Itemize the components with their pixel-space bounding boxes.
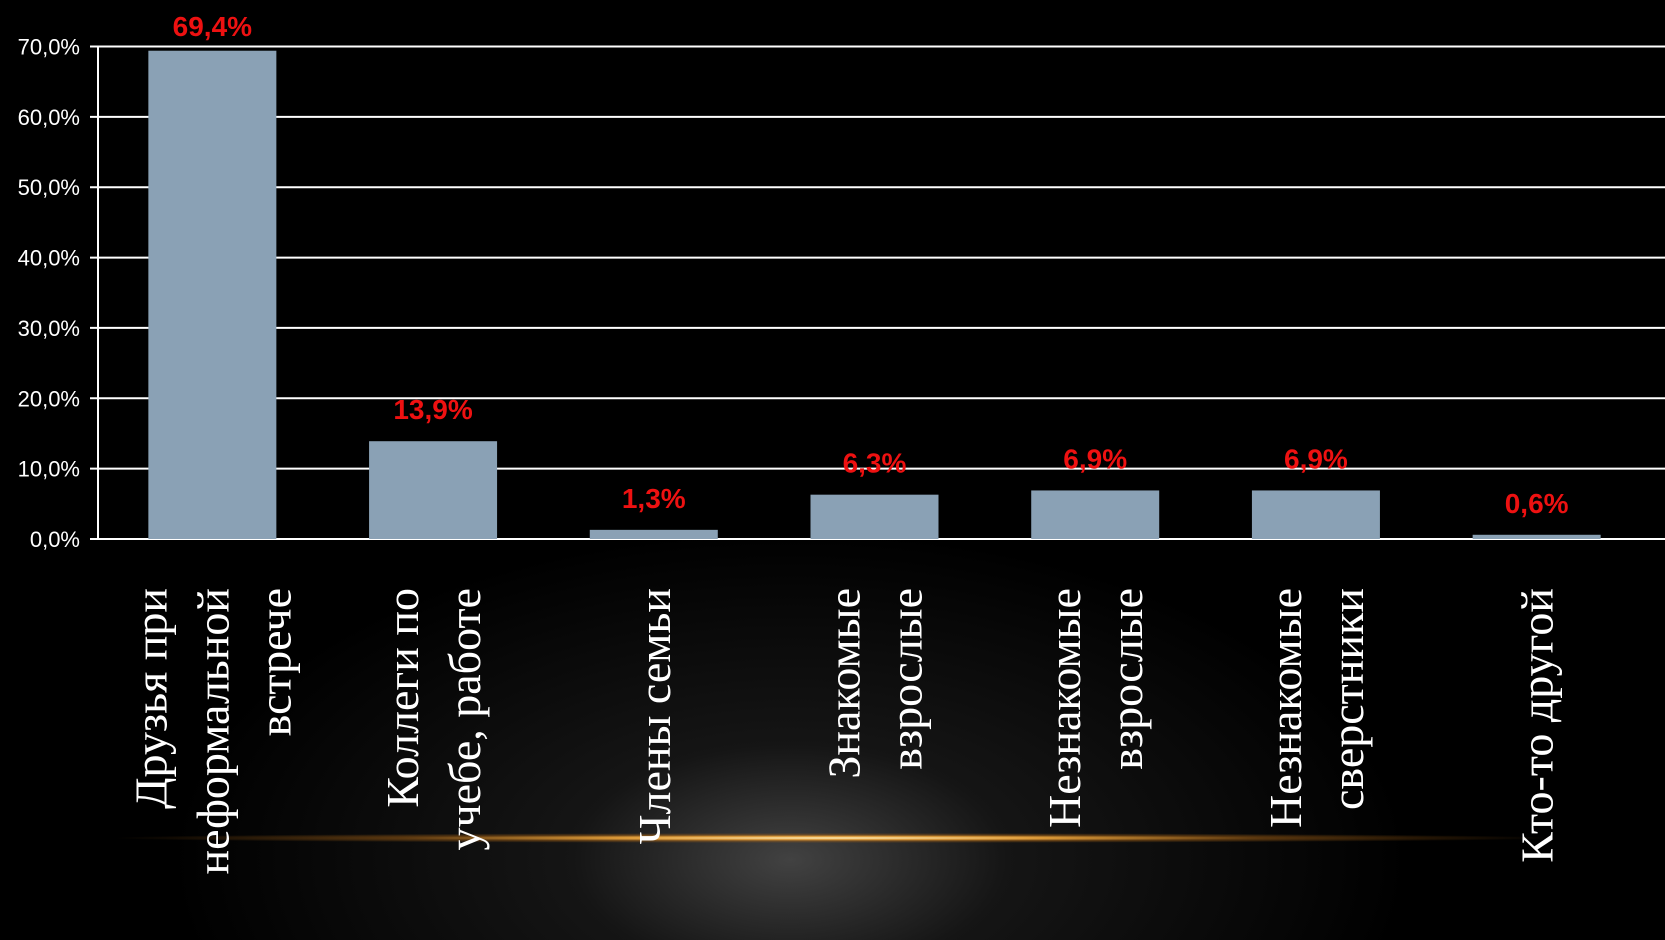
category-label-line: взрослые: [881, 588, 932, 770]
category-label-line: учебе, работе: [439, 588, 490, 851]
y-tick-label: 20,0%: [18, 386, 80, 411]
category-labels: Друзья при неформальной встрече Коллеги по у…: [125, 588, 1562, 875]
category-label-line: Коллеги по: [377, 588, 428, 808]
category-label-line: сверстники: [1322, 588, 1373, 810]
bar: [1473, 535, 1601, 539]
category-label-line: взрослые: [1101, 588, 1152, 770]
y-tick-label: 40,0%: [18, 246, 80, 271]
data-label: 13,9%: [393, 394, 472, 425]
y-tick-label: 0,0%: [30, 527, 80, 552]
y-tick-label: 30,0%: [18, 316, 80, 341]
y-tick-label: 60,0%: [18, 105, 80, 130]
category-label-line: встрече: [249, 588, 300, 736]
y-tick-label: 50,0%: [18, 175, 80, 200]
data-label: 69,4%: [173, 11, 252, 42]
data-label: 6,9%: [1063, 443, 1127, 474]
y-axis-tick-labels: 0,0% 10,0% 20,0% 30,0% 40,0% 50,0% 60,0% 70,0%: [18, 35, 80, 553]
data-label: 1,3%: [622, 483, 686, 514]
category-label-line: Незнакомые: [1039, 588, 1090, 828]
category-label-line: Знакомые: [819, 588, 870, 779]
category-label: Коллеги по учебе, работе: [377, 588, 490, 851]
category-label: Друзья при неформальной встрече: [125, 588, 300, 875]
category-label: Незнакомые сверстники: [1260, 588, 1373, 828]
category-label-line: Друзья при: [125, 588, 176, 809]
bar: [1252, 490, 1380, 539]
category-label: Члены семьи: [629, 588, 680, 844]
category-label-line: Члены семьи: [629, 588, 680, 844]
bar: [811, 495, 939, 539]
category-label-line: Незнакомые: [1260, 588, 1311, 828]
data-label: 6,3%: [843, 448, 907, 479]
bar: [1031, 490, 1159, 539]
bar: [148, 51, 276, 539]
category-label-line: неформальной: [187, 588, 238, 875]
data-label: 0,6%: [1505, 488, 1569, 519]
category-label: Кто-то другой: [1512, 588, 1563, 863]
category-label-line: Кто-то другой: [1512, 588, 1563, 863]
category-label: Незнакомые взрослые: [1039, 588, 1152, 828]
y-tick-label: 70,0%: [18, 35, 80, 60]
y-tick-label: 10,0%: [18, 457, 80, 482]
data-label: 6,9%: [1284, 443, 1348, 474]
category-label: Знакомые взрослые: [819, 588, 932, 779]
bar: [369, 441, 497, 539]
bar: [590, 530, 718, 539]
